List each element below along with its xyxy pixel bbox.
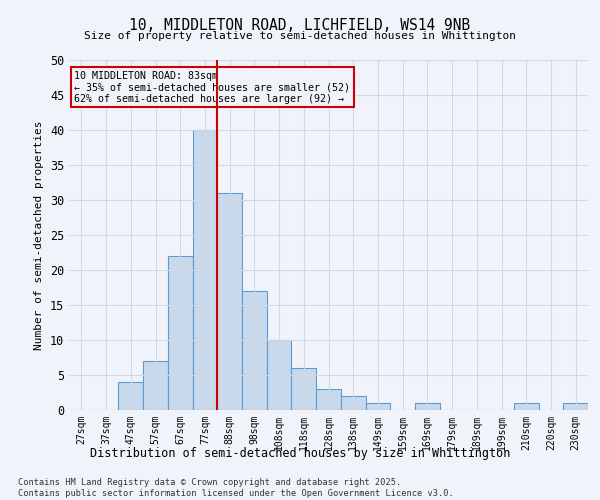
Text: Contains HM Land Registry data © Crown copyright and database right 2025.
Contai: Contains HM Land Registry data © Crown c… [18,478,454,498]
Bar [341,396,365,410]
Bar [415,403,440,410]
Bar [365,403,390,410]
Bar [242,291,267,410]
Bar [514,403,539,410]
Text: 10, MIDDLETON ROAD, LICHFIELD, WS14 9NB: 10, MIDDLETON ROAD, LICHFIELD, WS14 9NB [130,18,470,32]
Text: Size of property relative to semi-detached houses in Whittington: Size of property relative to semi-detach… [84,31,516,41]
Bar [316,389,341,410]
Bar [143,361,168,410]
Bar [563,403,588,410]
Bar [118,382,143,410]
Bar [193,130,217,410]
Bar [267,340,292,410]
Bar [168,256,193,410]
Text: 10 MIDDLETON ROAD: 83sqm
← 35% of semi-detached houses are smaller (52)
62% of s: 10 MIDDLETON ROAD: 83sqm ← 35% of semi-d… [74,70,350,104]
Bar [217,193,242,410]
Text: Distribution of semi-detached houses by size in Whittington: Distribution of semi-detached houses by … [90,448,510,460]
Bar [292,368,316,410]
Y-axis label: Number of semi-detached properties: Number of semi-detached properties [34,120,44,350]
